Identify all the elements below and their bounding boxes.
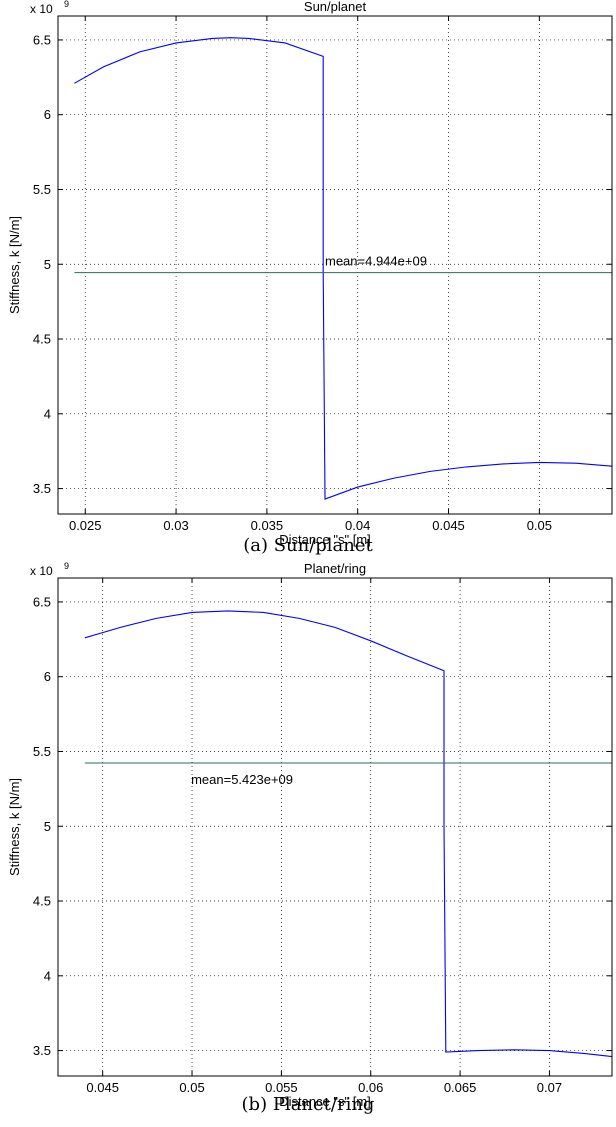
y-tick-label: 3.5 (33, 1043, 51, 1058)
y-multiplier-label: x 10 (30, 564, 53, 578)
y-multiplier-exponent: 9 (64, 561, 69, 571)
chart-planet-ring: 0.045 0.05 0.055 0.06 0.065 0.07 3.5 4 4.5 5 5.5 6 6… (7, 561, 613, 1109)
figure-sun-planet: 0.025 0.03 0.035 0.04 0.045 0.05 3.5 4 4.5 5 5.5 6 6… (0, 0, 616, 562)
y-tick-label: 5.5 (33, 744, 51, 759)
y-tick-label: 4.5 (33, 332, 51, 347)
mean-annotation: mean=5.423e+09 (191, 772, 293, 787)
y-tick-label: 6.5 (33, 594, 51, 609)
caption-planet-ring: (b) Planet/ring (241, 1094, 375, 1115)
x-tick-label: 0.055 (265, 1080, 298, 1095)
x-tick-label: 0.065 (444, 1080, 477, 1095)
y-axis-label: Stiffness, k [N/m] (7, 778, 22, 876)
chart-title: Planet/ring (304, 561, 366, 576)
x-tick-label: 0.05 (527, 518, 552, 533)
y-tick-label: 4.5 (33, 894, 51, 909)
x-axis-label: Distance "s" [m] (279, 532, 371, 547)
y-tick-label: 6 (44, 669, 51, 684)
x-tick-label: 0.05 (179, 1080, 204, 1095)
chart-sun-planet: 0.025 0.03 0.035 0.04 0.045 0.05 3.5 4 4.5 5 5.5 6 6… (7, 0, 613, 547)
y-tick-label: 3.5 (33, 481, 51, 496)
stiffness-line (74, 37, 613, 500)
y-multiplier-exponent: 9 (64, 0, 69, 9)
y-tick-label: 5 (44, 257, 51, 272)
x-tick-label: 0.025 (69, 518, 102, 533)
y-tick-label: 5 (44, 819, 51, 834)
axes-frame (57, 15, 613, 515)
plot-area (58, 578, 612, 1076)
y-tick-label: 6 (44, 107, 51, 122)
x-tick-label: 0.045 (432, 518, 465, 533)
x-tick-label: 0.03 (163, 518, 188, 533)
stiffness-line (84, 610, 613, 1058)
y-tick-label: 6.5 (33, 32, 51, 47)
figure-planet-ring: 0.045 0.05 0.055 0.06 0.065 0.07 3.5 4 4.5 5 5.5 6 6… (0, 561, 616, 1127)
x-tick-label: 0.04 (345, 518, 370, 533)
x-tick-label: 0.045 (86, 1080, 119, 1095)
chart-title: Sun/planet (304, 0, 367, 14)
y-axis-label: Stiffness, k [N/m] (7, 216, 22, 314)
y-tick-label: 4 (44, 968, 51, 983)
plot-area (58, 16, 612, 514)
y-tick-label: 5.5 (33, 182, 51, 197)
axes-frame (57, 577, 613, 1077)
y-tick-label: 4 (44, 406, 51, 421)
y-multiplier-label: x 10 (30, 2, 53, 16)
x-tick-label: 0.035 (251, 518, 284, 533)
x-axis-label: Distance "s" [m] (279, 1094, 371, 1109)
caption-sun-planet: (a) Sun/planet (243, 535, 373, 556)
x-tick-label: 0.06 (358, 1080, 383, 1095)
mean-annotation: mean=4.944e+09 (325, 253, 427, 268)
x-tick-label: 0.07 (537, 1080, 562, 1095)
